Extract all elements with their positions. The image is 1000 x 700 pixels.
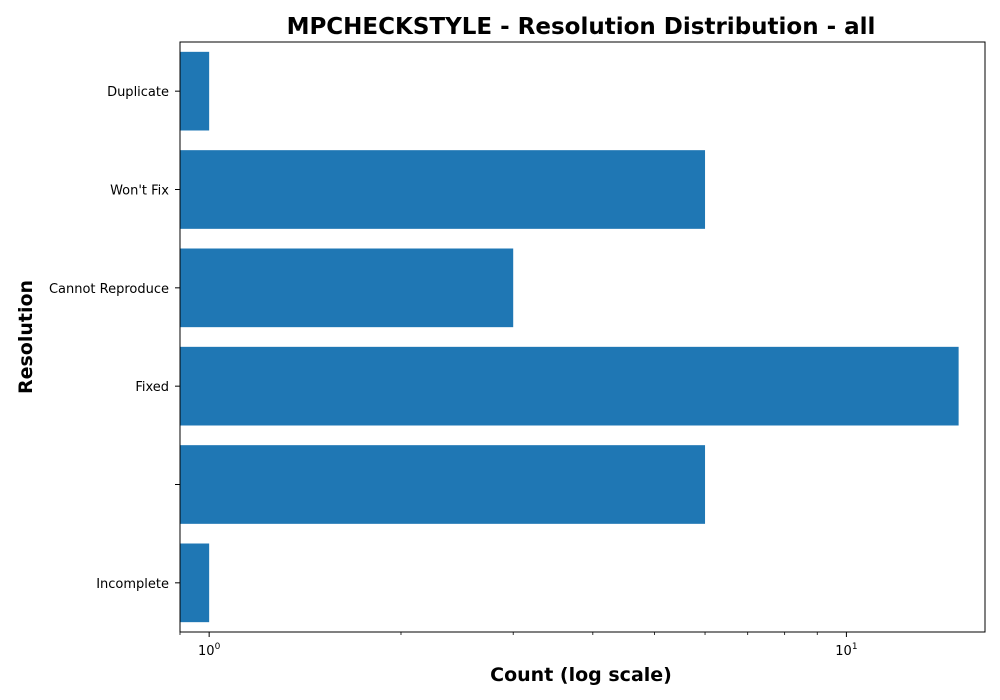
y-tick-label: Won't Fix	[110, 184, 169, 199]
bar	[180, 347, 959, 426]
bar	[180, 249, 513, 328]
bar	[180, 445, 705, 524]
y-axis-label: Resolution	[15, 280, 37, 394]
x-tick-label: 100	[198, 642, 221, 659]
x-axis-label: Count (log scale)	[490, 664, 672, 686]
plot-area-frame	[180, 42, 985, 632]
x-axis-ticks: 100 101	[180, 632, 858, 659]
bar	[180, 52, 209, 131]
y-tick-label: Incomplete	[96, 577, 169, 592]
chart-title: MPCHECKSTYLE - Resolution Distribution -…	[287, 14, 876, 40]
bar	[180, 150, 705, 229]
y-tick-label: Fixed	[135, 380, 169, 395]
y-axis-ticks: Duplicate Won't Fix Cannot Reproduce Fixed I…	[49, 85, 180, 592]
y-tick-label: Duplicate	[107, 85, 169, 100]
x-tick-label: 101	[835, 642, 857, 659]
bars-group	[180, 52, 959, 622]
bar	[180, 544, 209, 623]
y-tick-label: Cannot Reproduce	[49, 282, 169, 297]
